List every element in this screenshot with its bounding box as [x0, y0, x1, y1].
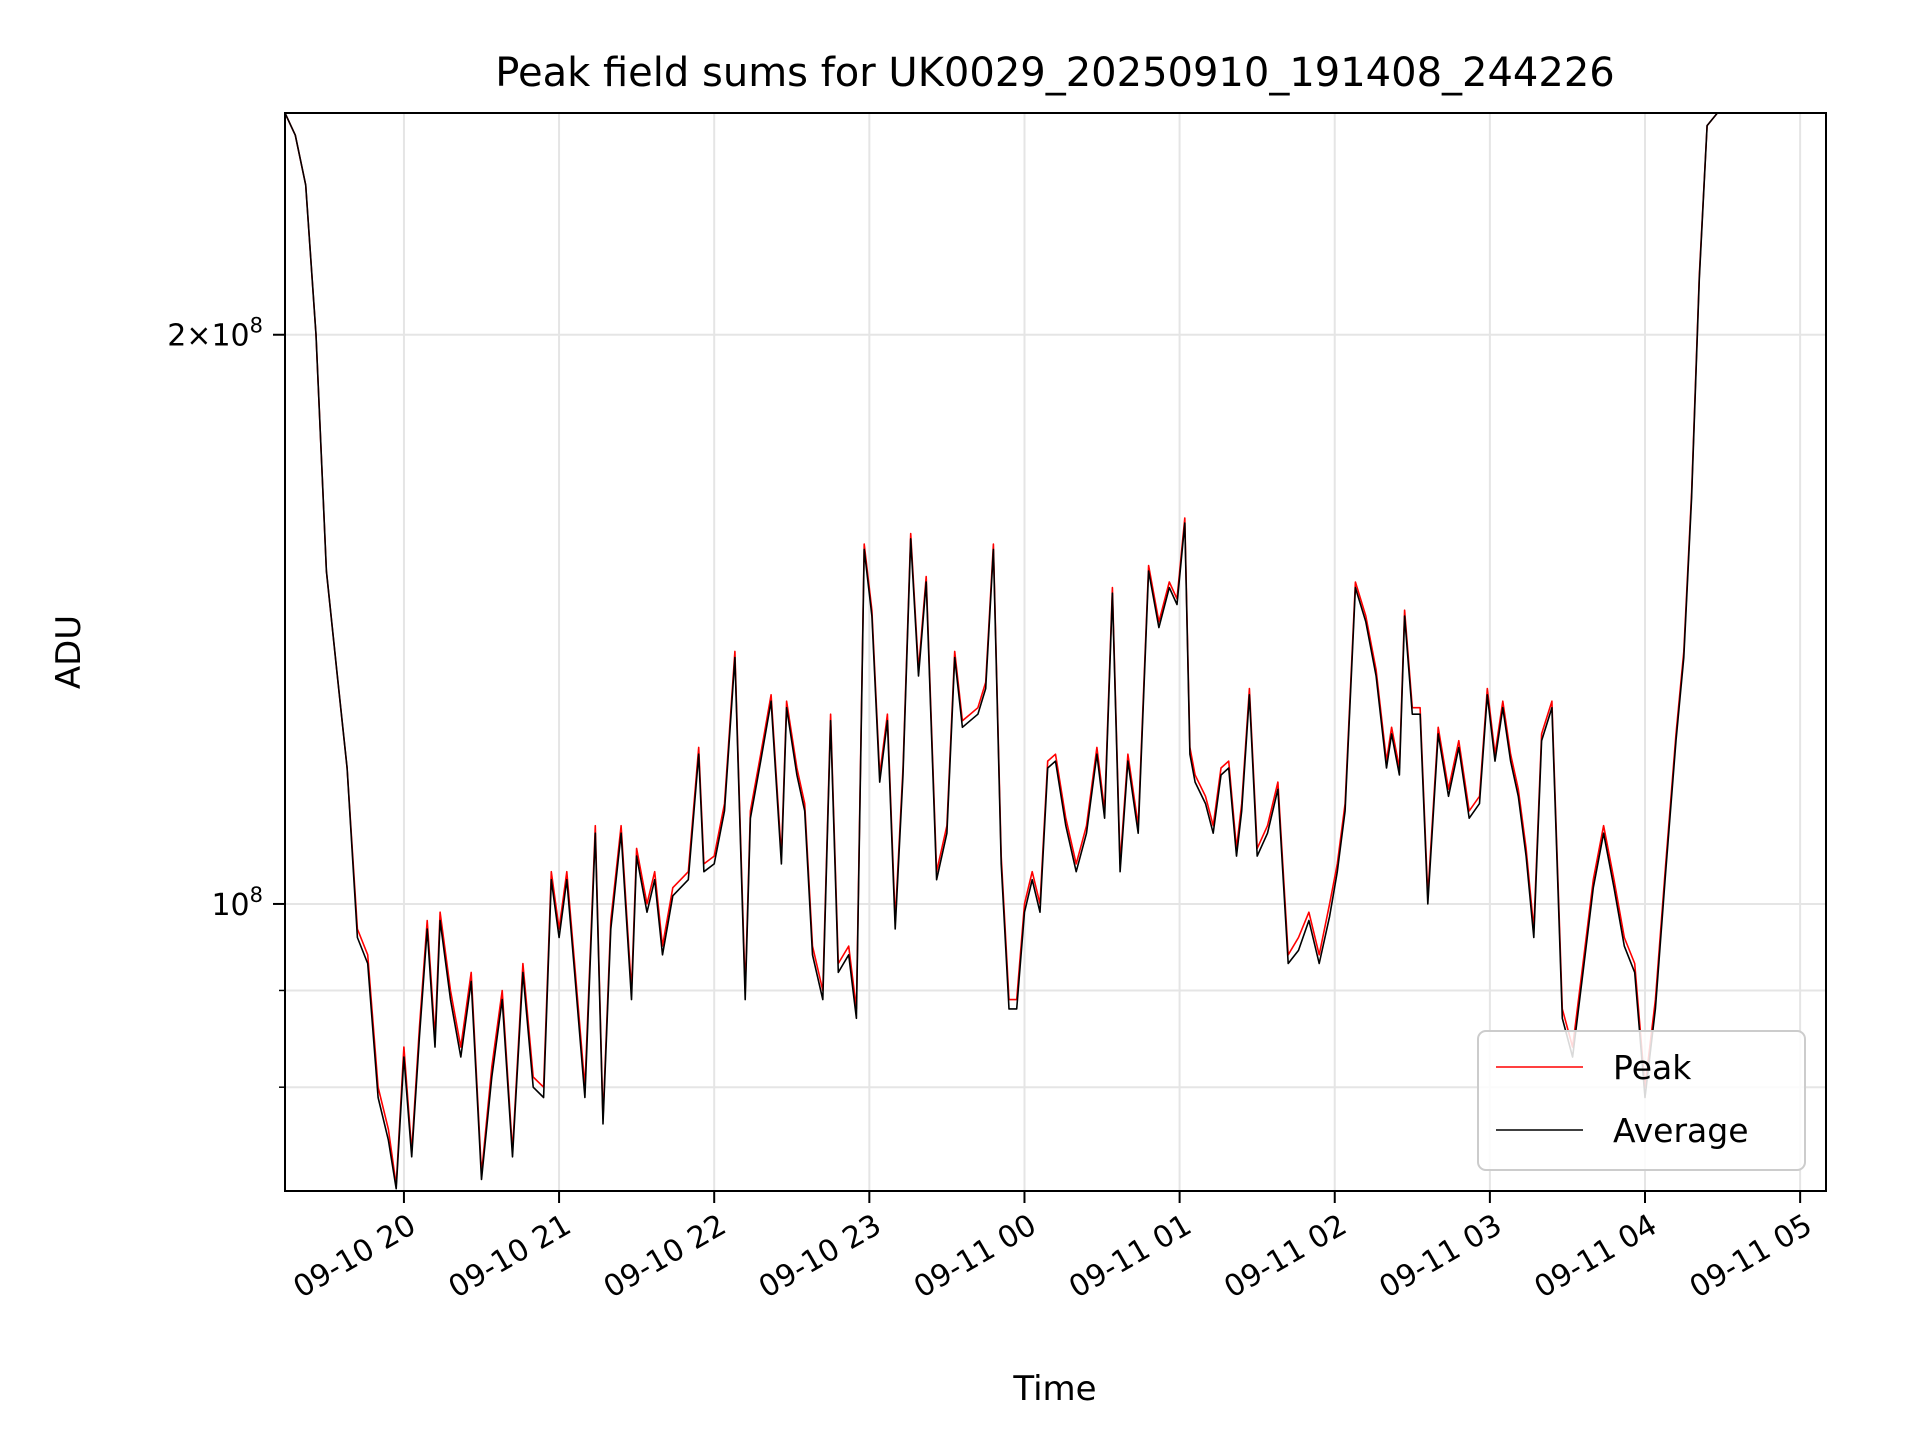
legend-box — [1477, 1030, 1806, 1171]
y-tick-label: 2×108 — [167, 314, 263, 354]
y-tick-exponent: 8 — [250, 883, 263, 907]
legend: Peak Average — [1477, 1030, 1806, 1171]
y-axis-label: ADU — [49, 615, 89, 689]
series-lines — [284, 112, 1728, 1190]
x-axis-label: Time — [1012, 1369, 1096, 1409]
legend-label-average: Average — [1613, 1111, 1749, 1150]
y-tick-mantissa: 2 — [167, 319, 186, 354]
chart-title: Peak field sums for UK0029_20250910_1914… — [495, 50, 1614, 96]
series-line-average — [284, 112, 1728, 1190]
plot-frame — [284, 112, 1827, 1192]
y-tick-exponent: 8 — [250, 314, 263, 338]
y-tick-base: 10 — [211, 319, 249, 354]
legend-label-peak: Peak — [1613, 1048, 1692, 1087]
y-tick-label: 108 — [211, 883, 263, 923]
y-tick-base: 10 — [211, 888, 249, 923]
y-tick-multiply-sign: × — [186, 319, 211, 354]
